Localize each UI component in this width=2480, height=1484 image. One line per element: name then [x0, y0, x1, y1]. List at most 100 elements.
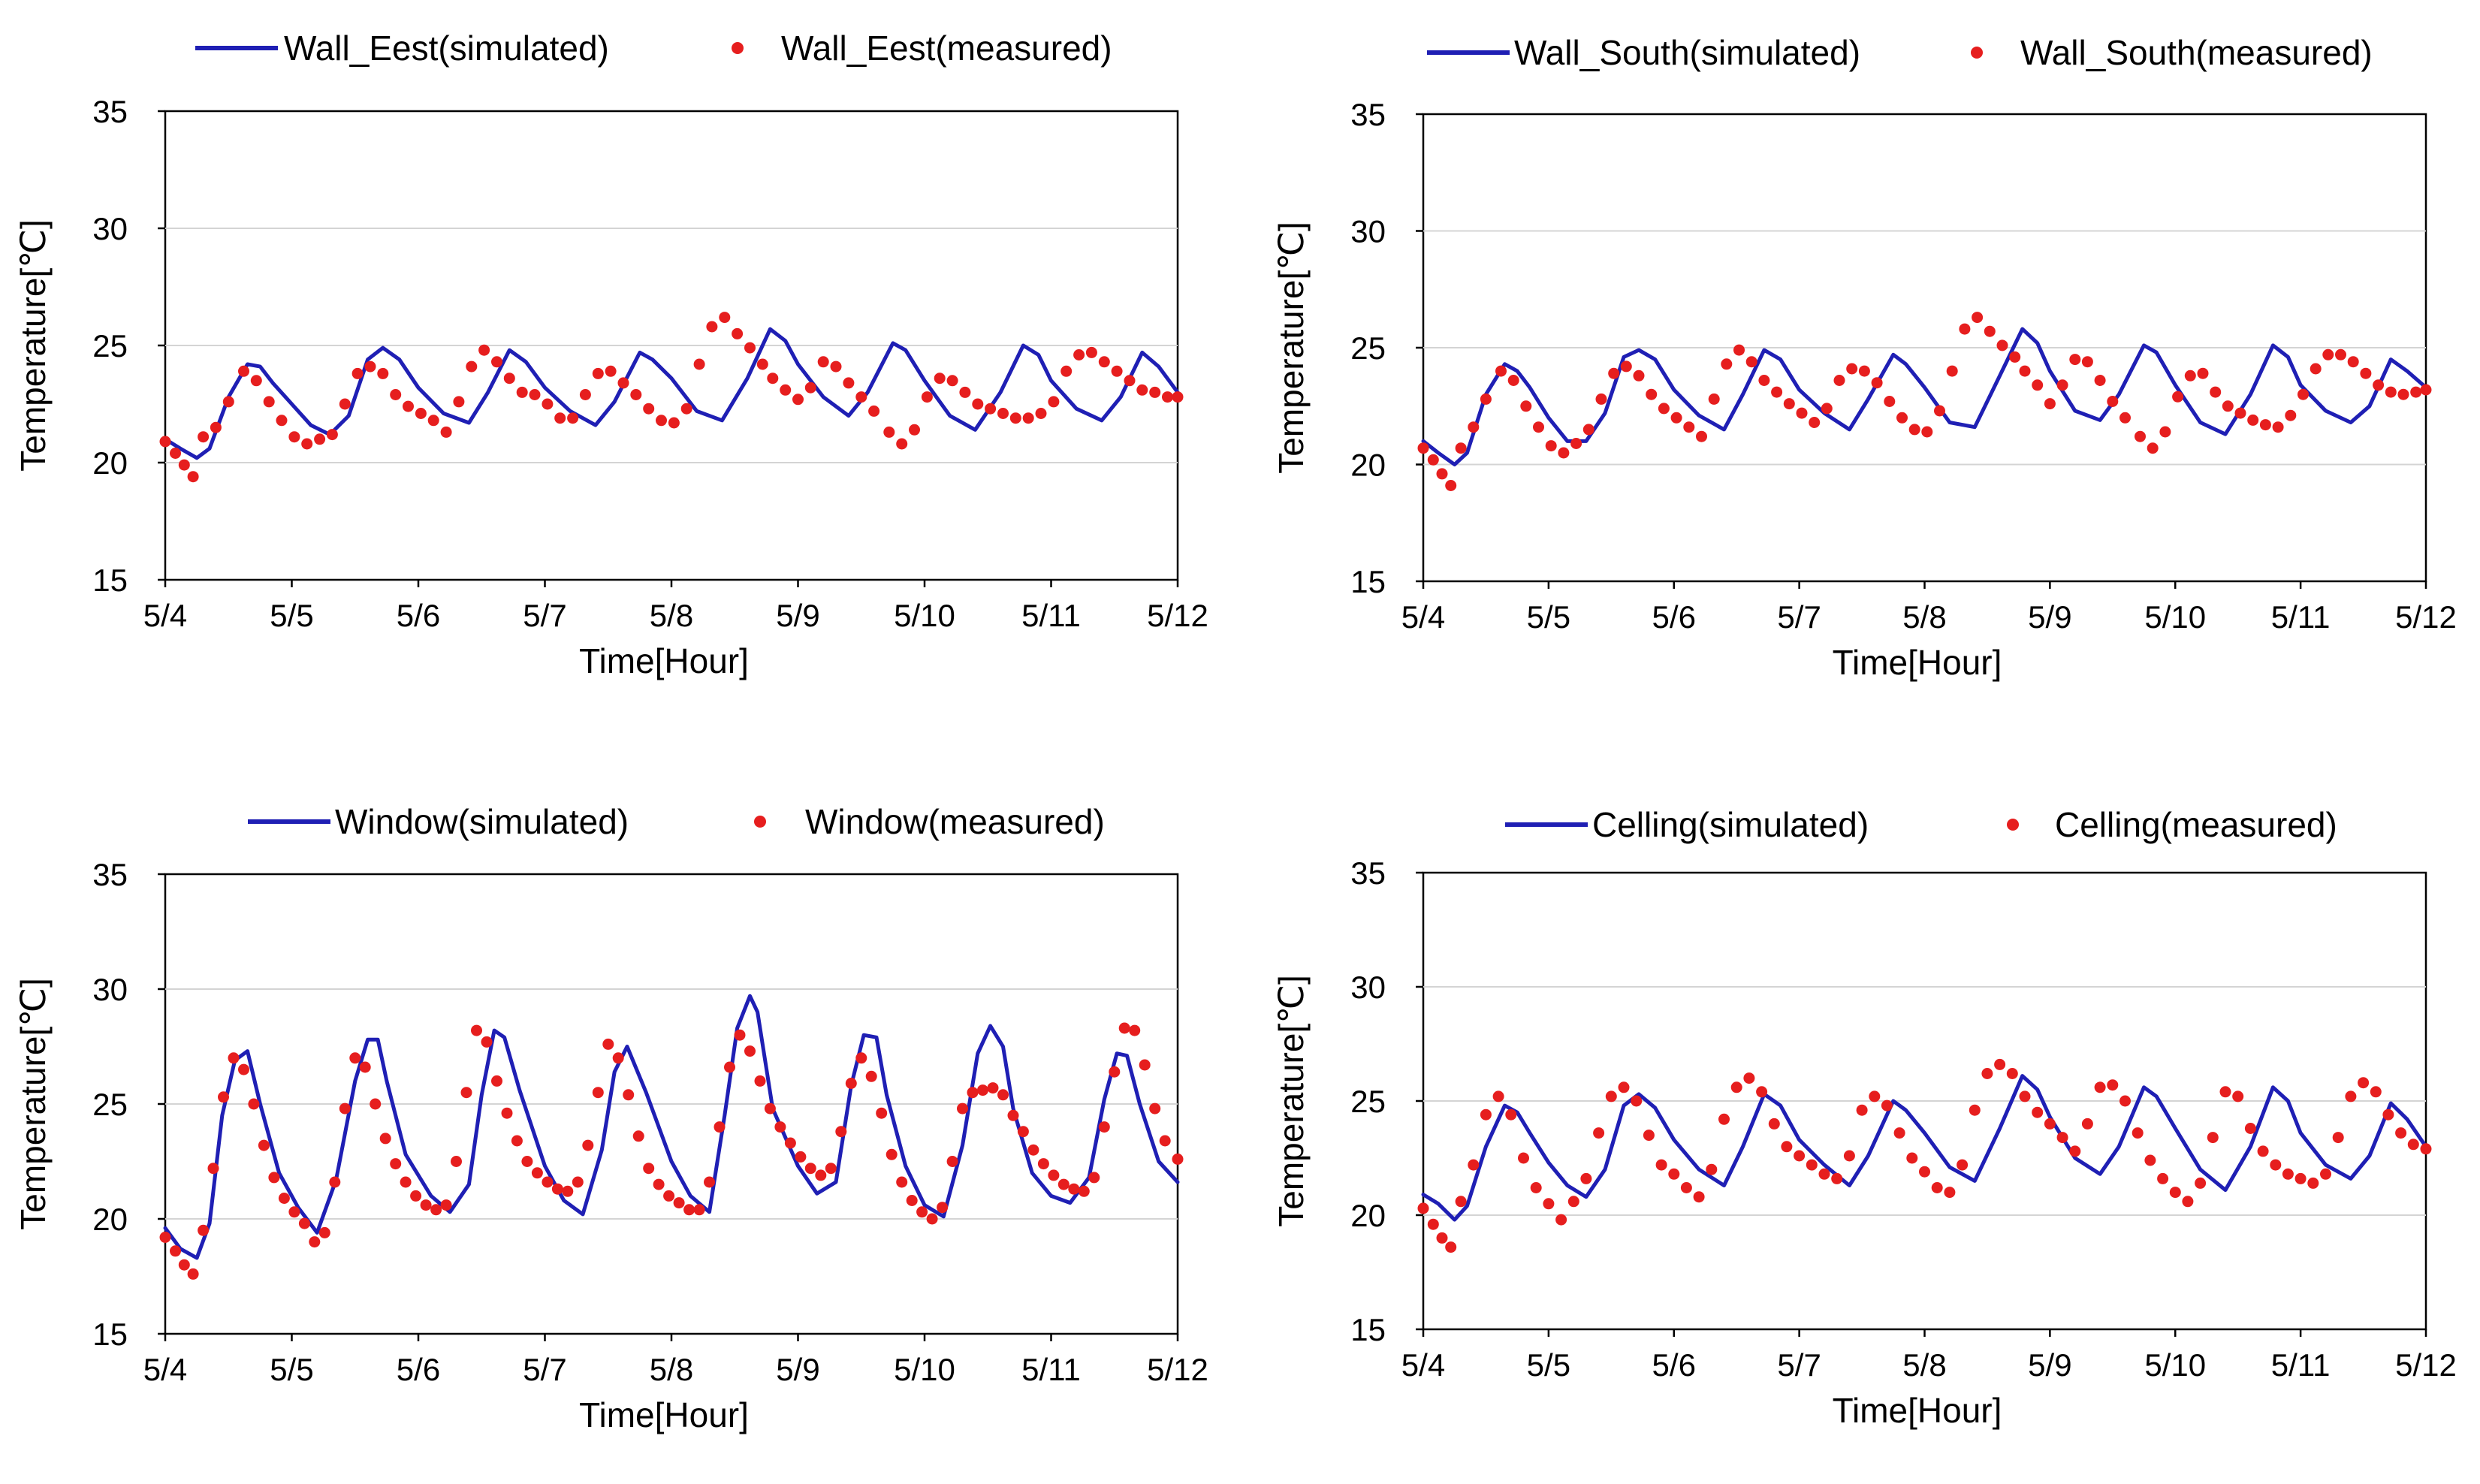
measured-data-point [551, 1183, 563, 1195]
measured-data-point [326, 429, 338, 441]
measured-data-point [1818, 1168, 1830, 1180]
measured-data-point [2195, 1177, 2207, 1189]
measured-data-point [592, 1087, 604, 1099]
measured-data-point [1085, 346, 1097, 358]
measured-data-point [1520, 400, 1532, 412]
measured-data-point [1455, 442, 1467, 454]
measured-data-point [2322, 348, 2334, 360]
y-tick-label: 30 [92, 211, 128, 246]
measured-data-point [1831, 1172, 1843, 1184]
measured-data-point [972, 398, 984, 410]
measured-data-point [1035, 408, 1047, 419]
measured-data-point [268, 1172, 280, 1184]
measured-data-point [1109, 1066, 1121, 1078]
measured-data-point [248, 1098, 260, 1110]
x-tick-label: 5/10 [2144, 599, 2206, 635]
y-tick-label: 30 [1350, 214, 1386, 249]
measured-data-point [1633, 369, 1645, 382]
measured-data-point [653, 1178, 665, 1190]
measured-data-point [1796, 407, 1808, 419]
x-tick-label: 5/10 [2144, 1347, 2206, 1383]
measured-data-point [656, 415, 667, 427]
legend-simulated-label: Wall_Eest(simulated) [284, 29, 609, 68]
measured-data-point [855, 1052, 867, 1064]
measured-data-point [1881, 1099, 1893, 1111]
measured-data-point [2132, 1127, 2144, 1139]
measured-data-point [1027, 1144, 1039, 1156]
x-tick-label: 5/7 [1777, 599, 1821, 635]
measured-data-point [403, 400, 414, 412]
measured-data-point [410, 1190, 422, 1202]
x-tick-label: 5/6 [1652, 599, 1696, 635]
measured-data-point [427, 415, 439, 427]
measured-data-point [1758, 375, 1770, 386]
measured-data-point [1455, 1196, 1467, 1208]
measured-data-point [2257, 1145, 2269, 1157]
measured-data-point [1118, 1022, 1130, 1034]
measured-data-point [370, 1098, 382, 1110]
measured-data-point [2397, 388, 2409, 400]
measured-data-point [572, 1176, 584, 1188]
measured-data-point [1893, 1127, 1905, 1139]
measured-data-point [1480, 1108, 1492, 1121]
measured-data-point [2157, 1172, 2169, 1184]
measured-data-point [250, 375, 262, 387]
measured-data-point [1680, 1182, 1692, 1193]
measured-data-point [364, 360, 376, 373]
measured-data-point [2006, 1068, 2018, 1079]
x-axis-title: Time[Hour] [579, 1395, 749, 1434]
measured-data-point [1646, 388, 1658, 400]
measured-data-point [430, 1204, 442, 1216]
chart-wall-east: 15 20 25 30 35 5/4 5/5 5/6 5/7 5/8 5/9 5/10 5/11 5/12… [14, 29, 1208, 680]
measured-data-point [521, 1156, 533, 1167]
measured-data-point [926, 1213, 938, 1225]
x-tick-label: 5/7 [1777, 1347, 1821, 1383]
measured-data-point [1073, 349, 1085, 360]
measured-data-point [1884, 396, 1896, 407]
measured-data-point [238, 1063, 249, 1075]
measured-data-point [795, 1151, 807, 1163]
measured-data-point [1921, 426, 1933, 438]
y-tick-label: 25 [1350, 1084, 1386, 1119]
measured-data-point [1111, 365, 1123, 377]
measured-data-point [1533, 421, 1544, 433]
measured-data-point [1468, 421, 1480, 433]
measured-data-point [351, 367, 364, 379]
measured-data-point [359, 1061, 371, 1073]
measured-data-point [959, 386, 971, 398]
measured-data-point [2294, 1172, 2307, 1184]
x-tick-label: 5/8 [1902, 1347, 1946, 1383]
measured-data-point [1871, 377, 1883, 389]
x-tick-label: 5/12 [2395, 599, 2457, 635]
y-axis-title: Temperature[℃] [1272, 222, 1311, 473]
measured-data-point [2172, 391, 2184, 403]
measured-data-point [2382, 1108, 2394, 1121]
measured-data-point [1068, 1183, 1080, 1195]
measured-data-point [1492, 1090, 1504, 1102]
measured-data-point [1696, 430, 1707, 442]
simulated-series-line [1421, 1074, 2428, 1222]
measured-data-point [1057, 1178, 1070, 1190]
measured-data-point [2219, 1086, 2231, 1098]
measured-data-point [2320, 1168, 2331, 1180]
measured-data-point [1806, 1159, 1818, 1171]
measured-data-point [946, 1156, 958, 1167]
measured-data-point [1781, 1141, 1793, 1153]
measured-data-point [1946, 365, 1958, 377]
measured-data-point [1846, 363, 1858, 375]
measured-data-point [2184, 369, 2196, 382]
measured-data-point [2307, 1177, 2319, 1189]
measured-data-point [288, 1206, 300, 1218]
y-tick-label: 15 [92, 563, 128, 598]
measured-data-point [1957, 1159, 1969, 1171]
x-tick-label: 5/4 [1401, 1347, 1445, 1383]
measured-data-point [210, 421, 222, 433]
measured-data-point [767, 373, 779, 385]
measured-data-point [937, 1202, 949, 1214]
legend-measured-swatch [1971, 47, 1983, 59]
measured-data-point [1098, 1121, 1110, 1133]
measured-data-point [1037, 1158, 1049, 1170]
measured-data-point [1931, 1182, 1943, 1193]
measured-data-point [1445, 1241, 1457, 1253]
measured-data-point [222, 396, 234, 408]
